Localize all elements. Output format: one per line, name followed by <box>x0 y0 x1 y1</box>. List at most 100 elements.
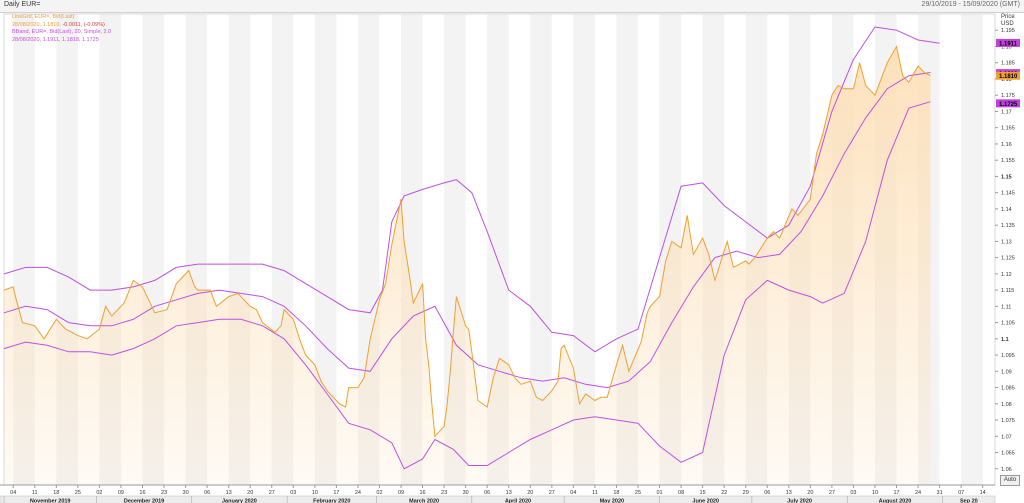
price-line <box>3 45 931 438</box>
x-tick-label: 25 <box>75 490 81 496</box>
month-strip <box>0 495 996 503</box>
x-tick-label: 27 <box>549 490 555 496</box>
legend-price-value: 28/08/2020, 1.1810, <box>12 21 63 28</box>
x-tick-label: 16 <box>139 490 145 496</box>
x-tick-label: 20 <box>807 490 813 496</box>
lower-band-badge: 1.1725 <box>996 99 1020 108</box>
y-tick-label: 1.095 <box>1001 353 1015 359</box>
x-tick-label: 04 <box>10 490 16 496</box>
legend-band-title: BBand, EUR=, Bid(Last), 20, Simple, 2.0 <box>12 29 112 35</box>
y-tick-label: 1.165 <box>1001 126 1015 132</box>
x-tick-label: 09 <box>118 490 124 496</box>
x-tick-label: 13 <box>226 490 232 496</box>
y-tick-label: 1.135 <box>1001 223 1015 229</box>
legend-band-values: 28/08/2020, 1.1911, 1.1818, 1.1725 <box>12 36 99 43</box>
month-label: Sep 20 <box>960 499 978 503</box>
chart-title: Daily EUR= <box>4 1 41 8</box>
month-label: June 2020 <box>692 499 719 503</box>
month-label: December 2019 <box>124 499 164 503</box>
y-tick-label: 1.175 <box>1001 93 1015 99</box>
x-tick-label: 03 <box>850 490 856 496</box>
y-tick-label: 1.16 <box>1001 142 1012 148</box>
legend-price-change: -0.0011, (-0.09%) <box>62 21 105 28</box>
x-tick-label: 27 <box>829 490 835 496</box>
x-tick-label: 23 <box>161 490 167 496</box>
y-tick-label: 1.07 <box>1001 434 1012 440</box>
last-price-badge: 1.1810 <box>996 71 1020 80</box>
week-shade <box>961 14 983 485</box>
legend: LineGrd, EUR=, Bid(Last) 28/08/2020, 1.1… <box>12 14 111 44</box>
x-tick-label: 15 <box>700 490 706 496</box>
month-label: August 2020 <box>879 499 912 503</box>
y-tick-label: 1.085 <box>1001 386 1015 392</box>
y-tick-label: 1.06 <box>1001 467 1012 473</box>
x-tick-label: 20 <box>247 490 253 496</box>
x-tick-label: 30 <box>183 490 189 496</box>
y-tick-label: 1.155 <box>1001 158 1015 164</box>
x-tick-label: 02 <box>96 490 102 496</box>
x-tick-label: 18 <box>53 490 59 496</box>
legend-price-title: LineGrd, EUR=, Bid(Last) <box>12 14 75 20</box>
y-tick-label: 1.15 <box>1001 174 1012 180</box>
y-tick-label: 1.125 <box>1001 256 1015 262</box>
auto-scale-button[interactable]: Auto <box>1000 475 1020 486</box>
y-tick-label: 1.13 <box>1001 239 1012 245</box>
x-tick-label: 14 <box>980 490 986 496</box>
y-tick-label: 1.075 <box>1001 418 1015 424</box>
x-tick-label: 29 <box>743 490 749 496</box>
month-label: November 2019 <box>30 499 71 503</box>
x-tick-label: 24 <box>915 490 921 496</box>
lower-band-badge-label: 1.1725 <box>999 102 1018 108</box>
x-tick-label: 11 <box>592 490 598 496</box>
x-tick-label: 10 <box>312 490 318 496</box>
middle-band-line <box>3 72 931 389</box>
y-tick-label: 1.09 <box>1001 369 1012 375</box>
upper-band-line <box>3 26 940 353</box>
y-axis-currency: USD <box>1001 21 1014 27</box>
x-tick-label: 06 <box>484 490 490 496</box>
y-tick-label: 1.195 <box>1001 28 1015 34</box>
y-tick-label: 1.185 <box>1001 61 1015 67</box>
y-tick-label: 1.19 <box>1001 44 1012 50</box>
y-axis-label: Price <box>1001 14 1015 20</box>
x-tick-label: 06 <box>764 490 770 496</box>
x-tick-label: 13 <box>786 490 792 496</box>
x-tick-label: 18 <box>613 490 619 496</box>
x-tick-label: 27 <box>269 490 275 496</box>
x-axis: 04 11 18 25 02 09 16 23 30 06 13 20 27 03 10 17 24 02 09 16… <box>0 484 996 503</box>
x-tick-label: 10 <box>872 490 878 496</box>
week-shade <box>530 14 552 485</box>
y-tick-label: 1.17 <box>1001 109 1012 115</box>
x-tick-label: 08 <box>678 490 684 496</box>
month-label: April 2020 <box>505 499 531 503</box>
x-tick-label: 31 <box>937 490 943 496</box>
x-tick-label: 17 <box>893 490 899 496</box>
y-tick-label: 1.1 <box>1001 337 1009 343</box>
x-tick-label: 09 <box>398 490 404 496</box>
x-tick-label: 24 <box>355 490 361 496</box>
month-label: February 2020 <box>313 499 350 503</box>
x-tick-label: 03 <box>290 490 296 496</box>
y-tick-label: 1.14 <box>1001 207 1012 213</box>
week-shade <box>314 14 337 485</box>
month-label: July 2020 <box>787 499 812 503</box>
x-tick-label: 04 <box>570 490 576 496</box>
y-axis: 1.195 1.19 1.185 1.18 1.175 1.17 1.165 1.16 1.15… <box>995 14 1015 473</box>
legend-price-values: 28/08/2020, 1.1810, -0.0011, (-0.09%) <box>12 22 111 30</box>
month-label: March 2020 <box>409 499 439 503</box>
x-tick-label: 11 <box>32 490 38 496</box>
price-chart[interactable]: 1.195 1.19 1.185 1.18 1.175 1.17 1.165 1.16 1.15… <box>0 12 1024 503</box>
upper-band-badge-label: 1.1911 <box>999 41 1018 47</box>
lower-band-line <box>3 101 931 470</box>
x-tick-label: 13 <box>506 490 512 496</box>
y-tick-label: 1.08 <box>1001 402 1012 408</box>
y-tick-label: 1.18 <box>1001 77 1012 83</box>
x-tick-label: 20 <box>527 490 533 496</box>
y-tick-label: 1.065 <box>1001 451 1015 457</box>
x-tick-label: 01 <box>656 490 662 496</box>
price-area-fill <box>4 46 931 485</box>
last-price-badge-label: 1.1810 <box>999 74 1018 80</box>
upper-band-badge: 1.1911 <box>996 38 1020 47</box>
